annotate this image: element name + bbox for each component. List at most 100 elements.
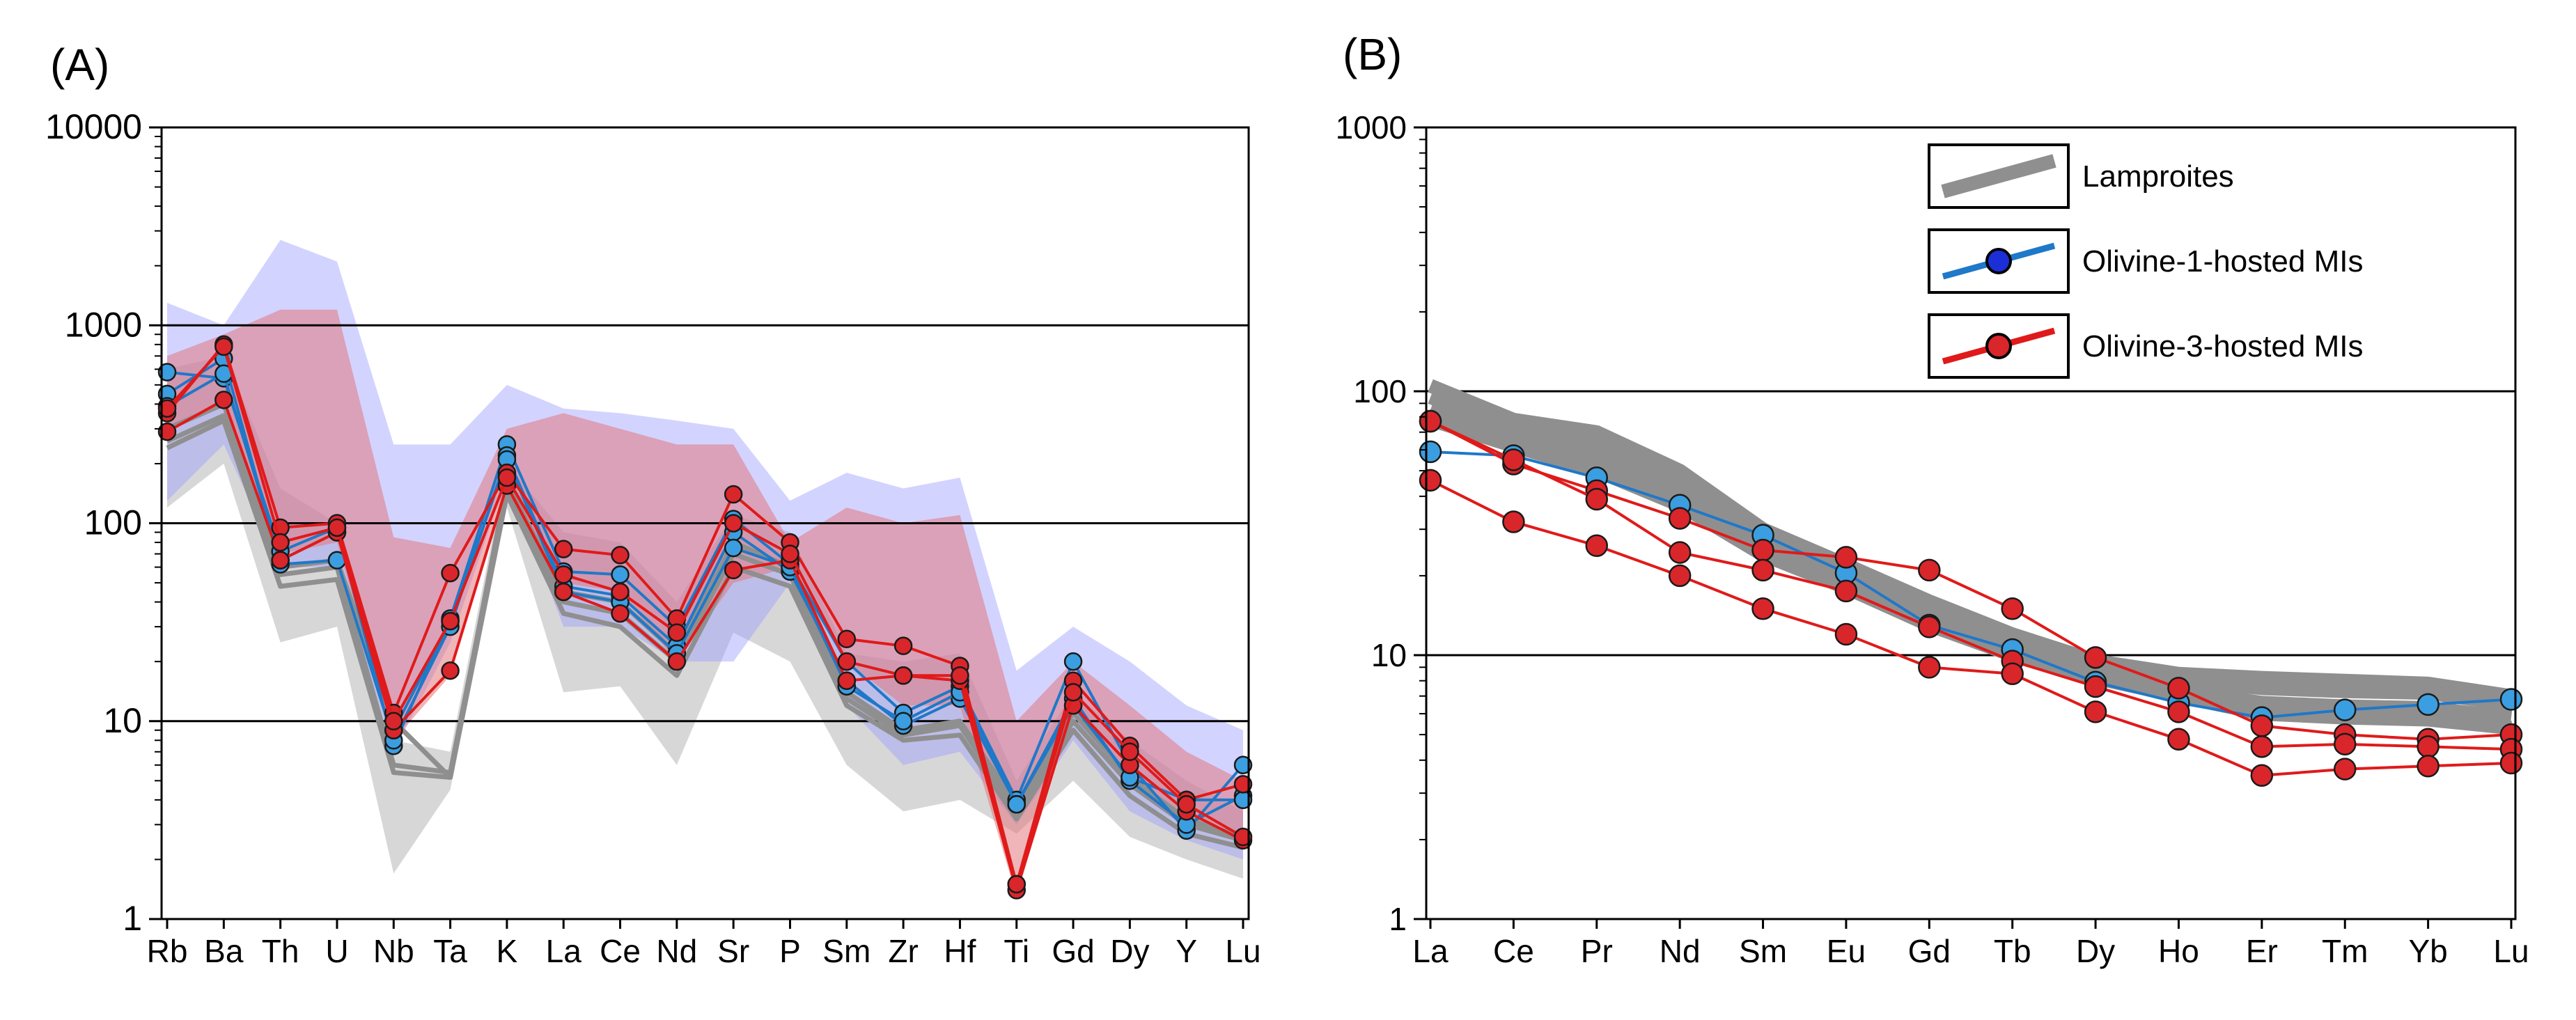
- x-tick-label: Sm: [822, 933, 871, 969]
- x-tick-label: Gd: [1908, 933, 1951, 969]
- olivine3-point: [1668, 507, 1692, 530]
- olivine3-point: [2250, 735, 2274, 758]
- olivine3-point: [1918, 615, 1941, 638]
- olivine3-point: [837, 652, 857, 671]
- panel-a-series: [157, 335, 1253, 900]
- olivine3-point: [2084, 700, 2107, 723]
- olivine3-point: [2001, 597, 2024, 620]
- olivine3-point: [441, 661, 460, 680]
- olivine1-line: [1430, 450, 2512, 719]
- x-tick-label: Yb: [2408, 933, 2447, 969]
- panel-b-gridlines: [1426, 390, 2515, 657]
- olivine3-point: [157, 399, 177, 418]
- x-tick-label: Pr: [1581, 933, 1613, 969]
- olivine3-series-3: [1419, 469, 2523, 787]
- x-tick-label: Lu: [1225, 933, 1260, 969]
- olivine3-point: [214, 391, 233, 409]
- olivine3-line: [1430, 479, 2512, 777]
- x-tick-label: Gd: [1052, 933, 1094, 969]
- olivine3-point: [893, 636, 913, 655]
- y-tick-label: 10000: [45, 107, 142, 146]
- x-tick-label: P: [779, 933, 801, 969]
- olivine3-point: [441, 563, 460, 583]
- x-tick-label: Ti: [1004, 933, 1029, 969]
- x-tick-label: Er: [2246, 933, 2278, 969]
- olivine3-point: [611, 546, 630, 565]
- olivine3-point: [2167, 728, 2190, 751]
- lamproite-line: [1428, 413, 2512, 735]
- olivine3-point: [2084, 646, 2107, 669]
- olivine3-line: [1430, 420, 2512, 741]
- olivine3-point: [1233, 775, 1253, 794]
- olivine3-point: [1751, 558, 1774, 582]
- panel-b-label: (B): [1343, 29, 1402, 79]
- olivine1-point: [1063, 652, 1083, 671]
- olivine1-point: [157, 363, 177, 382]
- panel-b-x-ticks: La Ce Pr Nd Sm Eu Gd Tb Dy Ho Er Tm Yb Lu: [1412, 919, 2529, 969]
- olivine3-point: [837, 629, 857, 649]
- y-tick-label: 1: [1389, 901, 1407, 937]
- y-tick-label: 10: [1371, 637, 1407, 673]
- olivine1-point: [1419, 440, 1442, 464]
- x-tick-label: Ce: [600, 933, 641, 969]
- legend: Lamproites Olivine-1-hosted MIs Olivine-…: [1928, 143, 2363, 379]
- olivine3-point: [271, 533, 290, 552]
- x-tick-label: Th: [262, 933, 299, 969]
- olivine3-point: [1918, 558, 1941, 582]
- legend-item-olivine1: Olivine-1-hosted MIs: [1928, 228, 2363, 294]
- olivine3-point: [2417, 735, 2440, 758]
- olivine3-point: [1834, 622, 1858, 646]
- olivine3-point: [667, 652, 687, 671]
- olivine1-point: [2499, 688, 2523, 711]
- panel-a-y-ticks: 1 10 100 1000 10000: [45, 107, 162, 938]
- olivine3-point: [611, 582, 630, 602]
- olivine3-point: [1585, 534, 1609, 557]
- x-tick-label: Ce: [1493, 933, 1534, 969]
- x-tick-label: Nb: [373, 933, 414, 969]
- olivine3-point: [611, 604, 630, 623]
- lamproite-line: [1428, 379, 2513, 703]
- olivine1-point: [2333, 698, 2357, 721]
- olivine3-point: [1502, 510, 1525, 533]
- olivine1-point: [724, 538, 743, 558]
- olivine1-point: [1233, 755, 1253, 775]
- lamproite-line: [166, 418, 1244, 850]
- olivine3-point: [1668, 541, 1692, 564]
- olivine3-point: [157, 422, 177, 441]
- panel-b-y-ticks: 1 10 100 1000: [1336, 109, 1426, 937]
- olivine3-point: [724, 485, 743, 504]
- olivine3-point: [1121, 742, 1139, 762]
- olivine3-point: [724, 560, 743, 579]
- panel-b-series: [1419, 379, 2523, 787]
- legend-item-lamproites: Lamproites: [1928, 143, 2234, 209]
- panel-b-frame: [1425, 126, 2517, 920]
- olivine3-point: [2167, 677, 2190, 700]
- olivine3-point: [781, 544, 799, 563]
- olivine3-point: [2250, 714, 2274, 737]
- panel-a-label: (A): [50, 40, 109, 90]
- x-tick-label: Ho: [2158, 933, 2199, 969]
- x-tick-label: Rb: [147, 933, 188, 969]
- olivine3-point: [441, 611, 460, 631]
- olivine3-point: [1834, 579, 1858, 603]
- olivine3-line: [166, 343, 1244, 886]
- olivine3-point: [327, 518, 347, 538]
- olivine3-point: [384, 712, 403, 730]
- olivine3-point: [837, 671, 857, 690]
- olivine3-point: [2333, 732, 2357, 756]
- legend-item-olivine3: Olivine-3-hosted MIs: [1928, 313, 2363, 379]
- legend-olivine1-marker: [1985, 248, 2012, 274]
- x-tick-label: U: [325, 933, 348, 969]
- olivine3-point: [554, 540, 573, 558]
- olivine3-line: [1430, 420, 2512, 751]
- legend-label-olivine1: Olivine-1-hosted MIs: [2082, 244, 2363, 278]
- x-tick-label: Eu: [1827, 933, 1866, 969]
- x-tick-label: La: [1412, 933, 1449, 969]
- x-tick-label: Nd: [1660, 933, 1701, 969]
- olivine3-point: [1007, 874, 1026, 894]
- plot-frame: [1425, 126, 2517, 920]
- x-tick-label: Lu: [2493, 933, 2529, 969]
- x-tick-label: K: [497, 933, 518, 969]
- lamproite-series-2: [166, 418, 1244, 850]
